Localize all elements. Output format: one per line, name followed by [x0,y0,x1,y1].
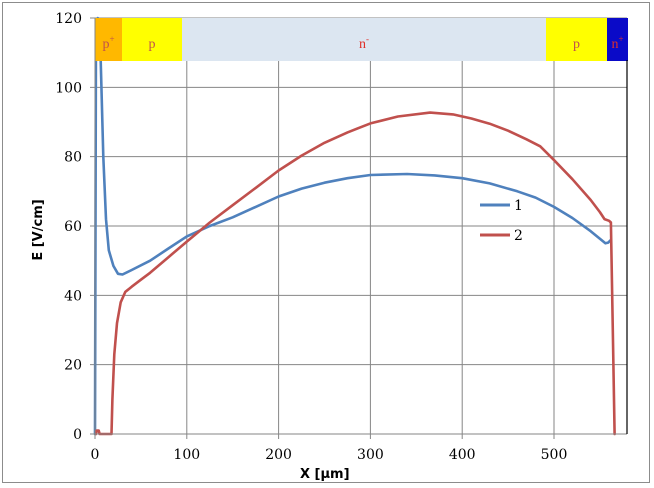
y-axis-title: E [V/cm] [31,199,46,260]
legend-label-2: 2 [514,228,523,244]
y-tick-label: 40 [64,288,82,304]
region-p [546,18,607,61]
region-label: n- [359,34,369,52]
chart-frame [2,2,650,483]
x-tick-label: 200 [265,447,292,463]
axes: 0 20 40 60 80 100 120 0 100 200 300 400 500 [55,11,628,463]
doping-regions-bar: p+ p n-p n+ [95,18,628,61]
y-tick-label: 100 [55,80,82,96]
region-label: p [149,37,156,52]
data-series [93,16,616,436]
x-tick-label: 500 [541,447,568,463]
region-p [122,18,182,61]
x-tick-label: 0 [91,447,100,463]
y-tick-label: 60 [64,219,82,235]
x-axis-title: X [µm] [300,467,350,482]
legend: 1 2 [480,198,523,244]
legend-label-1: 1 [514,198,523,214]
y-tick-label: 20 [64,358,82,374]
x-tick-label: 300 [357,447,384,463]
y-tick-label: 0 [73,427,82,443]
y-tick-label: 80 [64,150,82,166]
region-n-minus [182,18,546,61]
region-n-plus [607,18,628,61]
gridlines [90,17,627,439]
y-tick-label: 120 [55,11,82,27]
region-label: p [573,37,580,52]
x-tick-label: 100 [173,447,200,463]
series-1-line [93,16,613,436]
region-p-plus [95,18,122,61]
series-2-line [94,111,616,436]
x-tick-label: 400 [449,447,476,463]
